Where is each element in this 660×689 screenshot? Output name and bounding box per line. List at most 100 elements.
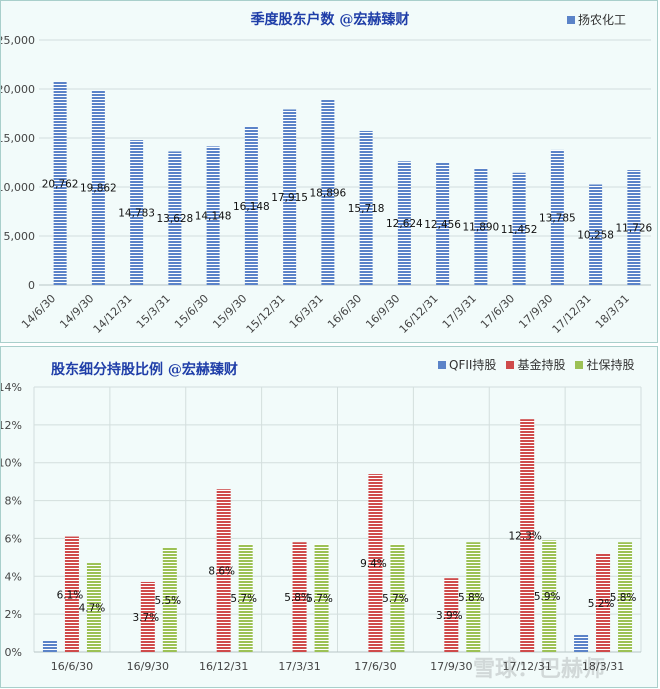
bar xyxy=(238,544,253,652)
legend-label: QFII持股 xyxy=(449,358,497,372)
bar xyxy=(596,553,611,652)
data-label: 5.2% xyxy=(588,598,615,610)
bar xyxy=(53,81,67,285)
data-label: 11,726 xyxy=(616,223,653,235)
data-label: 13,785 xyxy=(539,212,576,224)
bar xyxy=(466,542,481,652)
bar xyxy=(574,634,589,652)
x-tick-label: 16/12/31 xyxy=(397,292,441,336)
bar xyxy=(140,581,155,652)
data-label: 14,783 xyxy=(118,208,155,220)
bar xyxy=(244,126,258,285)
legend-swatch xyxy=(567,15,575,24)
bar xyxy=(436,162,450,285)
bar xyxy=(314,544,329,652)
x-tick-label: 16/3/31 xyxy=(287,292,326,331)
y-tick-label: 12% xyxy=(1,419,22,432)
x-tick-label: 14/12/31 xyxy=(91,292,135,336)
data-label: 6.1% xyxy=(57,589,84,601)
legend-item: 扬农化工 xyxy=(567,11,626,28)
y-tick-label: 10,000 xyxy=(1,181,35,194)
bar xyxy=(368,474,383,652)
legend-swatch xyxy=(506,360,515,369)
chart-title: 季度股东户数 @宏赫臻财 xyxy=(250,12,410,28)
legend: 扬农化工 xyxy=(567,11,626,28)
y-tick-label: 15,000 xyxy=(1,132,35,145)
data-label: 16,148 xyxy=(233,201,270,213)
x-tick-label: 15/3/31 xyxy=(134,292,173,331)
x-tick-label: 15/9/30 xyxy=(210,292,249,331)
bar xyxy=(130,140,144,285)
x-tick-label: 16/9/30 xyxy=(363,292,402,331)
data-label: 12.3% xyxy=(509,531,542,543)
legend-label: 社保持股 xyxy=(586,358,635,372)
bar-chart-shareholders: 0 5,000 10,000 15,000 20,000 25,000 20,762 14/6… xyxy=(1,34,653,336)
legend-label: 基金持股 xyxy=(517,358,566,372)
data-label: 11,452 xyxy=(501,224,538,236)
y-tick-label: 2% xyxy=(5,608,22,621)
data-label: 8.6% xyxy=(208,566,235,578)
y-tick-label: 25,000 xyxy=(1,34,35,47)
data-label: 12,624 xyxy=(386,218,423,230)
legend-swatch xyxy=(438,360,446,369)
bar xyxy=(474,168,488,285)
watermark: 雪球：巴赫师 xyxy=(473,657,606,682)
data-label: 19,862 xyxy=(80,183,117,195)
data-label: 11,890 xyxy=(463,222,500,234)
bar xyxy=(390,544,405,652)
y-tick-label: 5,000 xyxy=(4,230,36,243)
bar xyxy=(64,536,79,652)
bar xyxy=(283,109,297,285)
y-tick-label: 0 xyxy=(28,279,35,292)
bar xyxy=(162,547,177,652)
bar xyxy=(550,149,564,285)
data-label: 5.7% xyxy=(230,593,257,605)
bar xyxy=(91,90,105,285)
data-label: 5.8% xyxy=(458,592,485,604)
x-tick-label: 16/12/31 xyxy=(199,660,248,673)
bar xyxy=(168,151,182,285)
chart-panel-shareholders: 季度股东户数 @宏赫臻财 扬农化工 0 5,000 10,000 15,000 20,0… xyxy=(0,0,658,343)
chart-panel-holding-ratio: 股东细分持股比例 @宏赫臻财 QFII持股 基金持股 社保持股 0% 2% 4% 6%… xyxy=(0,346,658,688)
x-tick-label: 14/9/30 xyxy=(57,292,96,331)
data-label: 5.7% xyxy=(382,593,409,605)
x-tick-label: 17/3/31 xyxy=(440,292,479,331)
x-tick-label: 16/9/30 xyxy=(127,660,169,673)
bar xyxy=(206,146,220,285)
x-tick-label: 17/9/30 xyxy=(430,660,472,673)
x-tick-label: 16/6/30 xyxy=(325,292,364,331)
data-label: 4.7% xyxy=(79,603,106,615)
bar xyxy=(627,170,641,285)
bar xyxy=(292,542,307,652)
y-tick-label: 14% xyxy=(1,381,22,394)
data-label: 5.7% xyxy=(306,593,333,605)
x-tick-label: 17/6/30 xyxy=(478,292,517,331)
bar xyxy=(542,540,557,652)
bar xyxy=(321,99,335,285)
legend-item: 基金持股 xyxy=(506,356,565,373)
data-label: 5.9% xyxy=(534,591,561,603)
x-tick-label: 17/12/31 xyxy=(502,660,551,673)
x-tick-label: 17/3/31 xyxy=(278,660,320,673)
data-label: 14,148 xyxy=(195,211,232,223)
bar xyxy=(444,578,459,652)
bar xyxy=(86,563,101,652)
bar xyxy=(520,419,535,652)
legend-swatch xyxy=(575,360,584,369)
legend-label: 扬农化工 xyxy=(578,13,627,27)
legend-item: 社保持股 xyxy=(575,356,634,373)
bar xyxy=(216,489,231,652)
data-label: 5.8% xyxy=(284,592,311,604)
data-label: 13,628 xyxy=(157,213,194,225)
y-tick-label: 4% xyxy=(5,570,22,583)
bar xyxy=(42,640,57,652)
bar-chart-holding-ratio: 0% 2% 4% 6% 8% 10% 12% 14% 6.1% 4.7% 16/6/30 3.7% 5.… xyxy=(1,381,642,673)
y-tick-label: 6% xyxy=(5,532,22,545)
y-tick-label: 8% xyxy=(5,495,22,508)
x-tick-label: 17/12/31 xyxy=(550,292,594,336)
x-tick-label: 15/12/31 xyxy=(244,292,288,336)
y-tick-label: 0% xyxy=(5,646,22,659)
data-label: 15,718 xyxy=(348,203,385,215)
bar xyxy=(618,542,633,652)
x-tick-label: 17/6/30 xyxy=(354,660,396,673)
